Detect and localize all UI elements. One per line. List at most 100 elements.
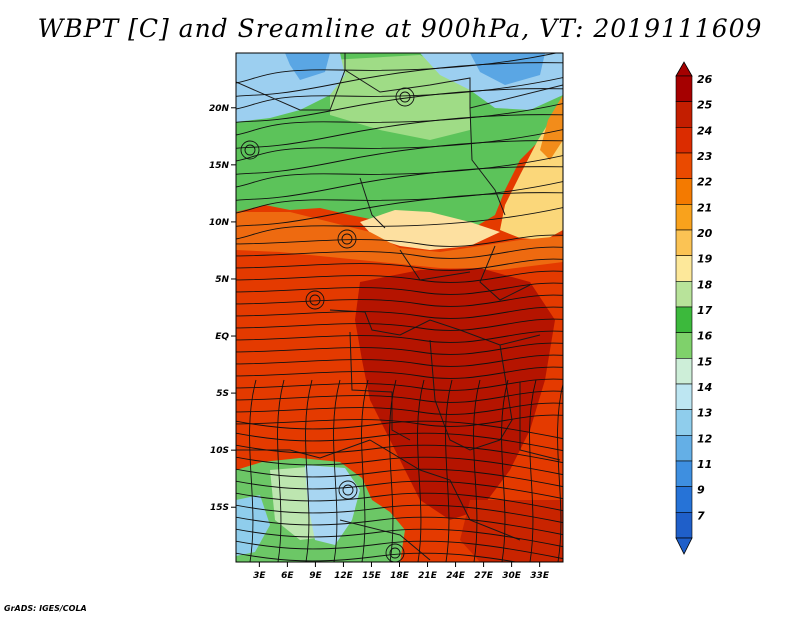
streamline	[236, 330, 563, 343]
colorbar-label: 26	[697, 73, 713, 86]
wbpt-orange-band	[236, 212, 563, 270]
lon-label: 3E	[253, 571, 266, 581]
streamline-vortex	[240, 140, 260, 160]
colorbar-label: 17	[697, 304, 713, 317]
streamline	[277, 379, 285, 562]
colorbar-label: 16	[697, 330, 713, 343]
lat-label: 15N	[209, 161, 230, 171]
streamline-vortex	[338, 480, 358, 500]
colorbar-label: 15	[697, 355, 713, 368]
streamline-vortex	[341, 233, 353, 245]
wbpt-orange-east	[540, 95, 563, 160]
streamline-vortex	[385, 543, 405, 562]
streamline	[236, 432, 563, 452]
colorbar-swatch	[675, 101, 693, 128]
streamline	[236, 480, 563, 500]
lon-label: 21E	[418, 571, 438, 581]
streamline	[236, 414, 563, 427]
streamline	[305, 379, 313, 562]
lat-label: EQ	[215, 332, 229, 342]
colorbar-label: 24	[697, 124, 712, 137]
colorbar-swatch	[675, 281, 693, 308]
streamline-vortex	[244, 144, 256, 156]
colorbar-label: 21	[697, 201, 712, 214]
colorbar-label: 20	[697, 227, 713, 240]
streamline	[236, 282, 563, 295]
lat-label: 10S	[210, 446, 229, 456]
colorbar-swatch	[675, 383, 693, 410]
streamline	[236, 504, 563, 524]
streamline	[236, 306, 563, 319]
streamline	[236, 378, 563, 391]
streamline-vortex	[305, 290, 325, 310]
lon-label: 33E	[530, 571, 550, 581]
streamline-vortex	[389, 547, 401, 559]
streamline	[236, 456, 563, 476]
streamline	[389, 379, 397, 562]
streamline-vortex	[395, 87, 415, 107]
streamline-vortex	[337, 229, 357, 249]
colorbar-swatch	[675, 127, 693, 154]
streamline-vortex	[342, 484, 354, 496]
streamline	[236, 354, 563, 367]
wbpt-yellow-center	[360, 210, 500, 250]
lon-label: 27E	[474, 571, 494, 581]
streamline	[236, 516, 563, 536]
streamline	[236, 342, 563, 355]
streamline	[236, 88, 563, 123]
streamline	[236, 270, 563, 283]
colorbar-swatch	[675, 229, 693, 256]
colorbar-label: 13	[697, 407, 713, 420]
streamline	[236, 528, 563, 548]
lat-label: 5S	[216, 389, 229, 399]
colorbar-swatch	[675, 486, 693, 513]
colorbar-swatch	[675, 332, 693, 359]
streamline	[236, 246, 563, 259]
colorbar-label: 19	[697, 253, 713, 266]
streamline	[236, 192, 563, 227]
colorbar-swatch	[675, 435, 693, 462]
colorbar-swatch	[675, 152, 693, 179]
colorbar-top-arrow	[675, 61, 693, 77]
map-title: WBPT [C] and Sreamline at 900hPa, VT: 20…	[37, 14, 763, 43]
streamline	[529, 379, 537, 562]
streamline	[333, 379, 341, 562]
colorbar-swatch	[675, 409, 693, 436]
streamline	[249, 379, 257, 562]
streamline	[445, 379, 453, 562]
streamline	[236, 492, 563, 512]
lat-label: 5N	[215, 275, 229, 285]
colorbar-swatch	[675, 204, 693, 231]
streamline	[473, 379, 481, 562]
lon-label: 6E	[281, 571, 294, 581]
streamline	[236, 181, 563, 214]
country-borders	[236, 53, 563, 561]
latitude-axis: 20N 15N 10N 5N EQ 5S 10S 15S	[209, 104, 236, 513]
streamline	[236, 77, 563, 110]
streamline	[236, 155, 563, 188]
streamline	[236, 318, 563, 331]
streamline	[236, 258, 563, 271]
lon-label: 15E	[362, 571, 382, 581]
streamline	[361, 379, 369, 562]
wbpt-deepblue-northeast	[470, 53, 545, 85]
streamline	[236, 540, 563, 560]
streamline	[236, 468, 563, 488]
colorbar-swatch	[675, 255, 693, 282]
streamline	[236, 444, 563, 464]
colorbar-label: 23	[697, 150, 713, 163]
colorbar-swatch	[675, 460, 693, 487]
colorbar-swatch	[675, 512, 693, 539]
lat-label: 20N	[209, 104, 230, 114]
streamlines	[236, 53, 563, 562]
streamline	[236, 103, 563, 136]
streamline	[557, 382, 563, 562]
colorbar-swatch	[675, 358, 693, 385]
streamline	[236, 294, 563, 307]
wbpt-red-southeast	[460, 500, 563, 562]
lon-label: 24E	[446, 571, 466, 581]
streamline	[236, 207, 563, 240]
colorbar-label: 12	[697, 432, 713, 445]
lon-label: 30E	[502, 571, 522, 581]
